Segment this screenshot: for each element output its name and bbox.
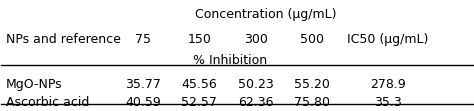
- Text: 40.59: 40.59: [125, 96, 161, 109]
- Text: MgO-NPs: MgO-NPs: [6, 78, 63, 91]
- Text: 75: 75: [135, 33, 151, 46]
- Text: 35.3: 35.3: [374, 96, 401, 109]
- Text: 500: 500: [301, 33, 324, 46]
- Text: 278.9: 278.9: [370, 78, 406, 91]
- Text: Ascorbic acid: Ascorbic acid: [6, 96, 90, 109]
- Text: IC50 (μg/mL): IC50 (μg/mL): [347, 33, 428, 46]
- Text: 35.77: 35.77: [125, 78, 161, 91]
- Text: 62.36: 62.36: [238, 96, 273, 109]
- Text: 55.20: 55.20: [294, 78, 330, 91]
- Text: 300: 300: [244, 33, 268, 46]
- Text: NPs and reference: NPs and reference: [6, 33, 121, 46]
- Text: 75.80: 75.80: [294, 96, 330, 109]
- Text: % Inhibition: % Inhibition: [193, 54, 267, 67]
- Text: 52.57: 52.57: [182, 96, 217, 109]
- Text: Concentration (μg/mL): Concentration (μg/mL): [194, 8, 336, 21]
- Text: 45.56: 45.56: [182, 78, 217, 91]
- Text: 150: 150: [187, 33, 211, 46]
- Text: 50.23: 50.23: [238, 78, 273, 91]
